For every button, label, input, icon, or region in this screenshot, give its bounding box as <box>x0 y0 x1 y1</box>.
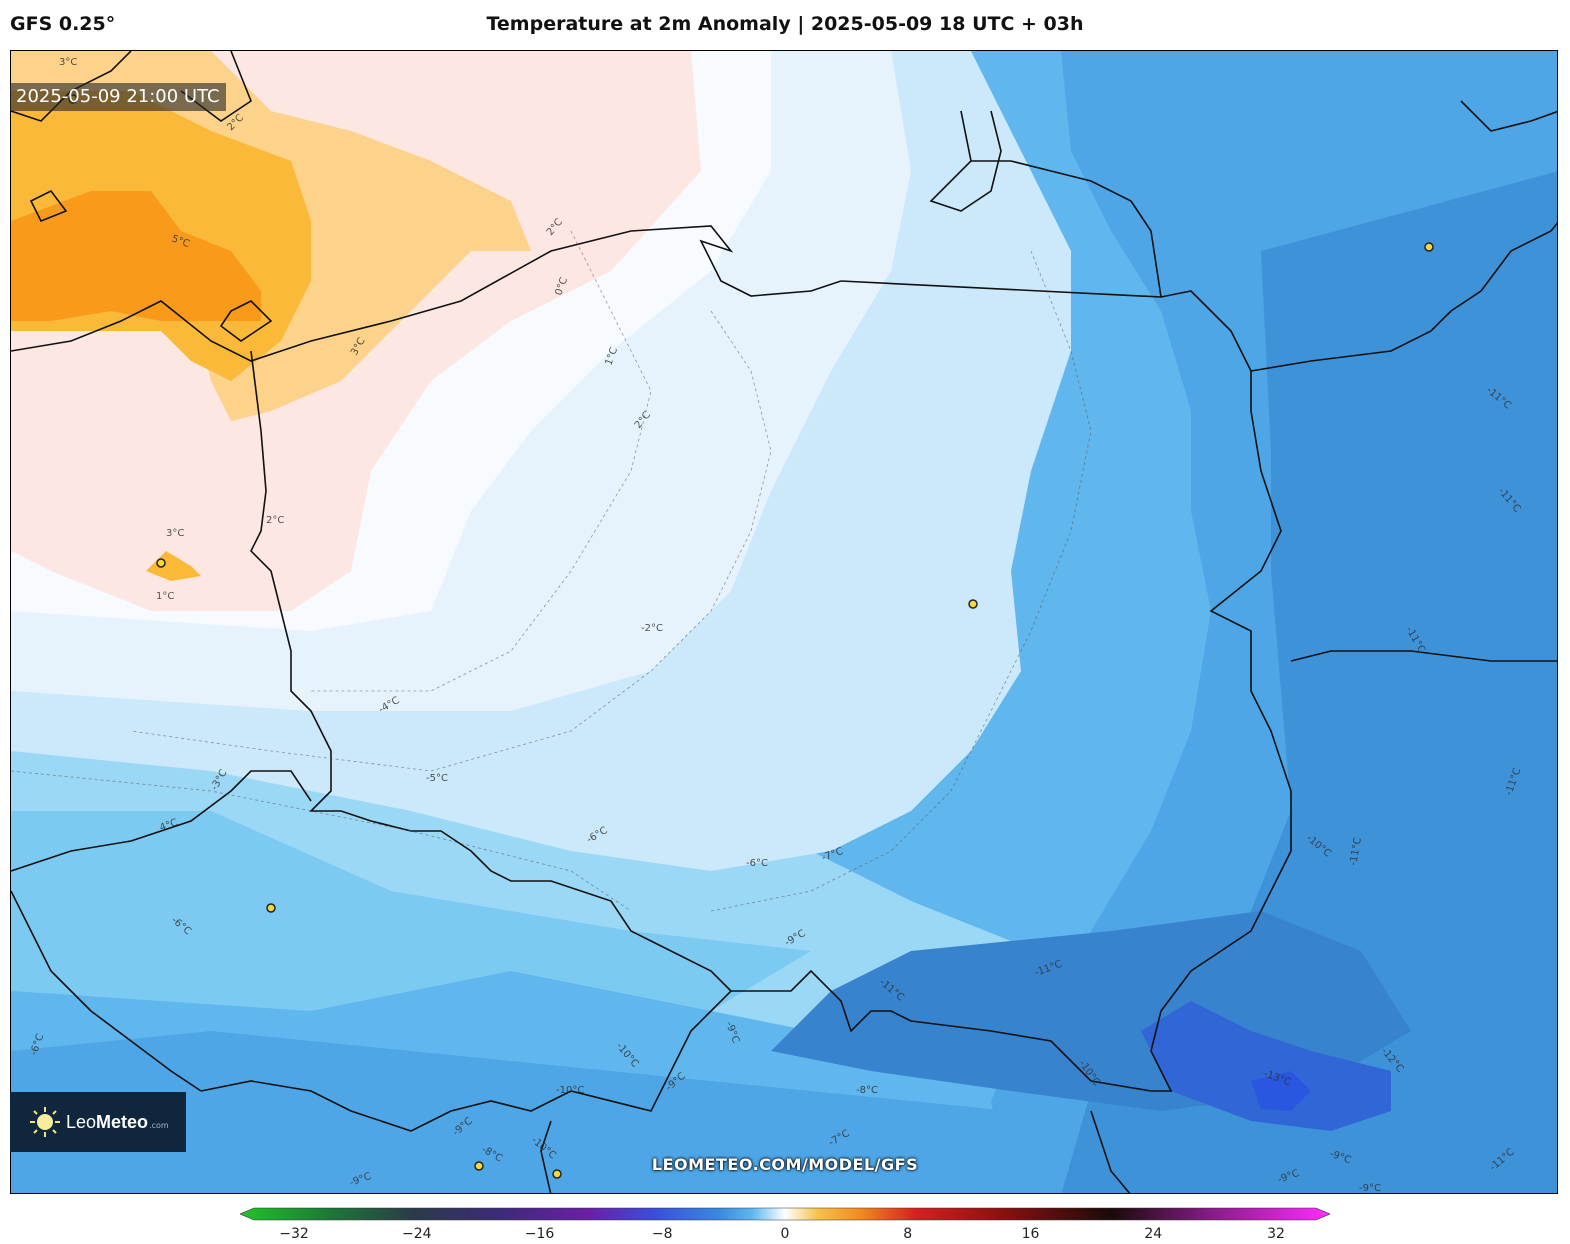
color-scale-tick-label: 0 <box>780 1226 790 1242</box>
color-scale-tick-label: −24 <box>401 1226 432 1242</box>
city-dot[interactable] <box>266 903 276 913</box>
field-blue-deep <box>1061 171 1557 1193</box>
contour-label: -6°C <box>746 858 768 869</box>
color-scale-tick-label: −32 <box>279 1226 309 1242</box>
logo-suffix: .com <box>149 1120 169 1130</box>
leometeo-logo[interactable]: LeoMeteo .com <box>10 1092 186 1152</box>
contour-label: -9°C <box>1359 1183 1381 1194</box>
city-dot[interactable] <box>474 1161 484 1171</box>
contour-label: 3°C <box>59 57 77 68</box>
contour-label: 1°C <box>156 591 174 602</box>
city-dot[interactable] <box>968 599 978 609</box>
field-deep-orange <box>11 191 261 321</box>
color-scale-tick-label: −16 <box>524 1226 555 1242</box>
page-title: Temperature at 2m Anomaly | 2025-05-09 1… <box>486 13 1084 35</box>
contour-label: -2°C <box>641 623 663 634</box>
contour-label: -8°C <box>856 1085 878 1096</box>
field-cyan <box>11 811 811 1011</box>
field-blue-south <box>11 1031 1011 1193</box>
valid-time-badge: 2025-05-09 21:00 UTC <box>10 83 226 111</box>
color-scale-tick-label: −8 <box>651 1226 673 1242</box>
anomaly-map: 3°C 2°C 5°C 0°C 3°C 1°C 2°C 2°C 3°C 1°C … <box>11 51 1557 1194</box>
contour-label: 2°C <box>266 515 284 526</box>
color-scale-tick-label: 16 <box>1021 1226 1040 1242</box>
contour-label: -5°C <box>426 773 448 784</box>
watermark: LEOMETEO.COM/MODEL/GFS <box>651 1155 919 1174</box>
contour-label: 3°C <box>166 528 184 539</box>
logo-text: LeoMeteo <box>66 1111 149 1132</box>
color-scale-tick-label: 24 <box>1144 1226 1163 1242</box>
model-label: GFS 0.25° <box>10 13 116 35</box>
field-blue-coldest <box>1251 1071 1311 1111</box>
city-dot[interactable] <box>1424 242 1434 252</box>
city-dot[interactable] <box>552 1169 562 1179</box>
contour-label: -10°C <box>556 1085 584 1096</box>
contour-lines <box>11 230 1092 912</box>
contour-label: -11°C <box>1348 837 1364 867</box>
field-blue-cold <box>1141 1001 1391 1131</box>
color-scale-tick-label: 8 <box>903 1226 913 1242</box>
map-canvas[interactable]: 3°C 2°C 5°C 0°C 3°C 1°C 2°C 2°C 3°C 1°C … <box>10 50 1558 1194</box>
color-scale-bar <box>240 1207 1330 1221</box>
sun-icon <box>30 1107 60 1137</box>
color-scale-tick-label: 32 <box>1267 1226 1285 1242</box>
city-dot[interactable] <box>156 558 166 568</box>
